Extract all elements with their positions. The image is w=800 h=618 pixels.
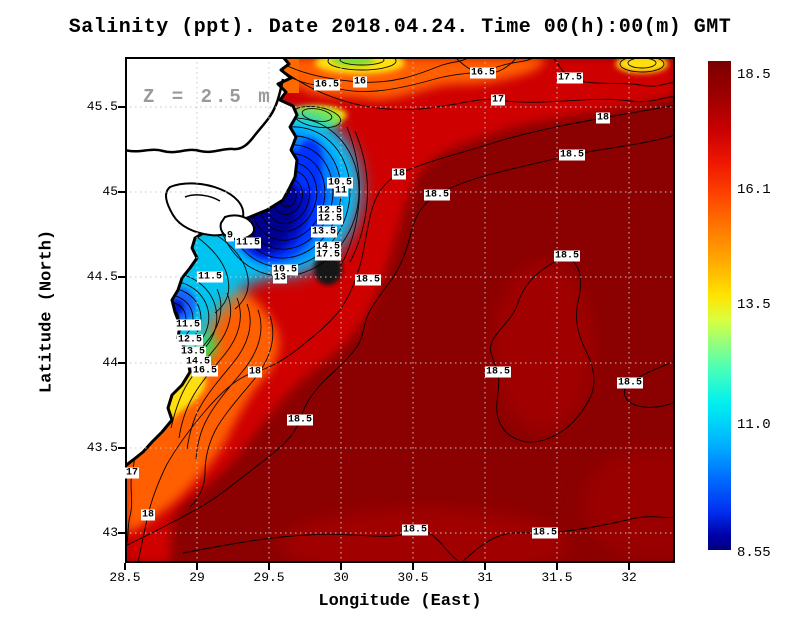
colorbar-tick-label: 16.1	[737, 182, 771, 198]
colorbar-tick-label: 8.55	[737, 545, 771, 561]
x-tick-label: 29	[189, 570, 205, 585]
y-tick-mark	[118, 532, 125, 534]
lagoon-small	[219, 214, 255, 241]
x-tick-label: 30.5	[397, 570, 429, 585]
y-tick-label: 45.5	[86, 99, 118, 114]
y-tick-mark	[118, 447, 125, 449]
y-tick-label: 45	[102, 184, 118, 199]
colorbar-tick-label: 18.5	[737, 67, 771, 83]
x-axis-title: Longitude (East)	[318, 592, 482, 611]
gridlines	[125, 57, 675, 563]
x-tick-mark	[628, 563, 630, 570]
x-tick-mark	[484, 563, 486, 570]
plot-frame	[125, 57, 675, 563]
x-tick-mark	[340, 563, 342, 570]
depth-annotation: Z = 2.5 m	[143, 86, 273, 108]
y-tick-mark	[118, 106, 125, 108]
y-tick-label: 43	[102, 525, 118, 540]
plot-title: Salinity (ppt). Date 2018.04.24. Time 00…	[68, 16, 732, 39]
x-tick-mark	[268, 563, 270, 570]
y-axis-title: Latitude (North)	[37, 229, 57, 394]
y-tick-label: 44.5	[86, 269, 118, 284]
x-tick-mark	[556, 563, 558, 570]
x-tick-label: 31.5	[541, 570, 573, 585]
x-tick-label: 29.5	[253, 570, 285, 585]
x-tick-label: 31	[477, 570, 493, 585]
x-tick-mark	[196, 563, 198, 570]
colorbar	[708, 61, 731, 550]
x-tick-label: 28.5	[109, 570, 141, 585]
x-tick-mark	[124, 563, 126, 570]
salinity-contour-map	[125, 57, 675, 563]
y-tick-label: 43.5	[86, 440, 118, 455]
y-tick-mark	[118, 191, 125, 193]
colorbar-tick-label: 11.0	[737, 417, 771, 433]
x-tick-label: 30	[333, 570, 349, 585]
colorbar-tick-label: 13.5	[737, 297, 771, 313]
land-danube-delta	[125, 57, 299, 468]
y-tick-mark	[118, 276, 125, 278]
x-tick-mark	[412, 563, 414, 570]
y-tick-label: 44	[102, 355, 118, 370]
y-tick-mark	[118, 362, 125, 364]
x-tick-label: 32	[621, 570, 637, 585]
